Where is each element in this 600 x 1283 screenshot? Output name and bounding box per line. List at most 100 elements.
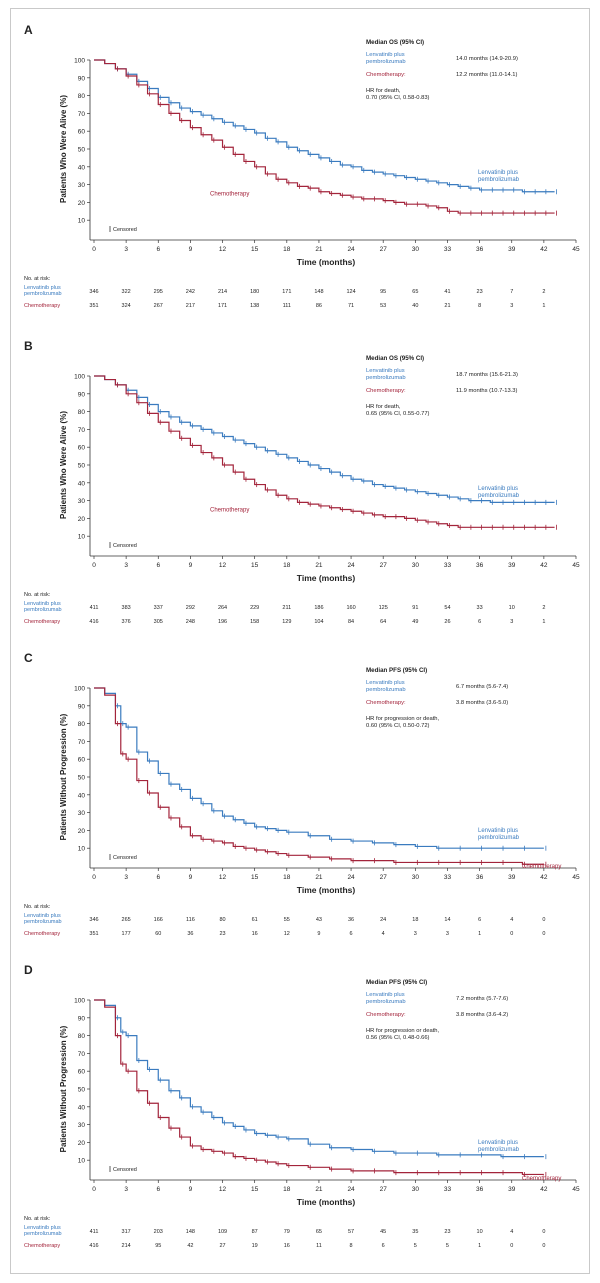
at-risk-chemo-count: 26	[444, 619, 450, 625]
at-risk-chemo-count: 53	[380, 303, 386, 309]
y-tick-label: 50	[78, 463, 86, 470]
at-risk-lenv-count: 166	[154, 917, 163, 923]
legend-lenv-name-2: pembrolizumab	[366, 59, 406, 65]
legend-title: Median PFS (95% CI)	[366, 979, 427, 986]
at-risk-chemo-count: 111	[283, 303, 291, 309]
legend-lenv-value: 7.2 months (5.7-7.6)	[456, 996, 508, 1002]
x-tick-label: 42	[540, 562, 548, 569]
x-tick-label: 36	[476, 246, 484, 253]
hr-value: 0.70 (95% CI, 0.58-0.83)	[366, 95, 430, 101]
x-tick-label: 15	[251, 246, 259, 253]
x-tick-label: 12	[219, 246, 227, 253]
at-risk-lenv-count: 317	[122, 1229, 131, 1235]
at-risk-lenv-count: 171	[282, 289, 291, 295]
y-tick-label: 70	[78, 111, 86, 118]
y-tick-label: 50	[78, 147, 86, 154]
curve-label-lenvatinib-2: pembrolizumab	[478, 1147, 520, 1153]
x-tick-label: 27	[380, 562, 388, 569]
at-risk-chemo-count: 1	[478, 1243, 481, 1249]
at-risk-chemo-count: 305	[154, 619, 163, 625]
x-tick-label: 42	[540, 1186, 548, 1193]
at-risk-lenv-label: Lenvatinib plus	[24, 1225, 61, 1231]
curve-label-lenvatinib: Lenvatinib plus	[478, 170, 518, 176]
at-risk-chemo-count: 3	[446, 931, 449, 937]
x-tick-label: 39	[508, 562, 516, 569]
x-tick-label: 21	[315, 562, 323, 569]
lenvatinib-curve	[94, 999, 544, 1158]
x-axis-label: Time (months)	[297, 1197, 356, 1207]
x-tick-label: 30	[412, 874, 420, 881]
x-tick-label: 18	[283, 874, 291, 881]
panel-letter: A	[24, 23, 33, 37]
y-tick-label: 60	[78, 445, 86, 452]
at-risk-lenv-count: 0	[542, 917, 545, 923]
x-tick-label: 12	[219, 1186, 227, 1193]
x-tick-label: 27	[380, 246, 388, 253]
at-risk-chemo-count: 86	[316, 303, 322, 309]
at-risk-chemo-label: Chemotherapy	[24, 931, 60, 937]
y-tick-label: 90	[78, 1015, 86, 1022]
at-risk-lenv-count: 95	[380, 289, 386, 295]
x-tick-label: 6	[156, 562, 160, 569]
hr-value: 0.65 (95% CI, 0.55-0.77)	[366, 411, 430, 417]
at-risk-lenv-label-2: pembrolizumab	[24, 1231, 62, 1237]
at-risk-chemo-count: 5	[446, 1243, 449, 1249]
y-tick-label: 90	[78, 703, 86, 710]
y-tick-label: 100	[74, 58, 85, 65]
x-tick-label: 3	[124, 246, 128, 253]
at-risk-lenv-label: Lenvatinib plus	[24, 913, 61, 919]
at-risk-chemo-label: Chemotherapy	[24, 1243, 60, 1249]
at-risk-lenv-count: 203	[154, 1229, 163, 1235]
at-risk-lenv-count: 55	[284, 917, 290, 923]
at-risk-chemo-count: 3	[510, 303, 513, 309]
at-risk-chemo-count: 42	[187, 1243, 193, 1249]
figure-frame	[10, 8, 590, 1274]
y-tick-label: 40	[78, 164, 86, 171]
at-risk-heading: No. at risk:	[24, 904, 51, 910]
y-tick-label: 70	[78, 1051, 86, 1058]
at-risk-lenv-count: 322	[122, 289, 131, 295]
y-tick-label: 10	[78, 1158, 86, 1165]
y-tick-label: 60	[78, 1069, 86, 1076]
legend-chemo-value: 3.8 months (3.6-4.2)	[456, 1012, 508, 1018]
x-tick-label: 3	[124, 562, 128, 569]
at-risk-lenv-count: 2	[542, 605, 545, 611]
x-tick-label: 33	[444, 562, 452, 569]
y-tick-label: 100	[74, 686, 85, 693]
x-tick-label: 15	[251, 1186, 259, 1193]
at-risk-chemo-count: 64	[380, 619, 386, 625]
x-tick-label: 27	[380, 874, 388, 881]
censored-label: Censored	[113, 1167, 137, 1173]
at-risk-chemo-count: 36	[187, 931, 193, 937]
at-risk-chemo-count: 5	[414, 1243, 417, 1249]
x-tick-label: 24	[347, 562, 355, 569]
at-risk-chemo-count: 12	[284, 931, 290, 937]
legend-lenv-name: Lenvatinib plus	[366, 680, 405, 686]
y-tick-label: 90	[78, 391, 86, 398]
y-tick-label: 60	[78, 129, 86, 136]
y-tick-label: 70	[78, 739, 86, 746]
at-risk-lenv-label: Lenvatinib plus	[24, 285, 61, 291]
at-risk-heading: No. at risk:	[24, 276, 51, 282]
at-risk-chemo-count: 6	[382, 1243, 385, 1249]
legend-lenv-name-2: pembrolizumab	[366, 999, 406, 1005]
at-risk-chemo-count: 84	[348, 619, 354, 625]
legend-title: Median OS (95% CI)	[366, 39, 424, 46]
legend-lenv-name: Lenvatinib plus	[366, 368, 405, 374]
x-tick-label: 3	[124, 874, 128, 881]
at-risk-lenv-count: 80	[219, 917, 225, 923]
at-risk-lenv-count: 24	[380, 917, 386, 923]
at-risk-lenv-count: 214	[218, 289, 227, 295]
hr-label: HR for progression or death,	[366, 716, 440, 722]
legend-lenv-name-2: pembrolizumab	[366, 375, 406, 381]
at-risk-lenv-count: 292	[186, 605, 195, 611]
at-risk-chemo-count: 1	[542, 619, 545, 625]
at-risk-chemo-count: 351	[89, 303, 98, 309]
at-risk-lenv-count: 295	[154, 289, 163, 295]
at-risk-lenv-count: 10	[509, 605, 515, 611]
y-tick-label: 20	[78, 516, 86, 523]
at-risk-chemo-count: 16	[284, 1243, 290, 1249]
legend-lenv-name: Lenvatinib plus	[366, 992, 405, 998]
y-tick-label: 30	[78, 1122, 86, 1129]
y-tick-label: 30	[78, 810, 86, 817]
